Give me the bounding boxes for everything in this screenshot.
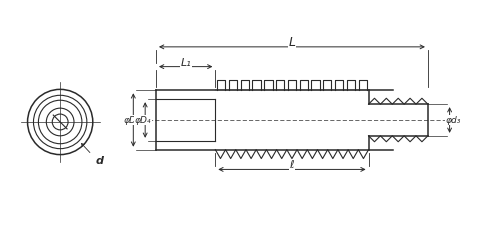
Text: ℓ: ℓ bbox=[290, 161, 294, 170]
Text: φD₂: φD₂ bbox=[123, 115, 140, 125]
Text: L: L bbox=[289, 36, 295, 49]
Text: L₁: L₁ bbox=[180, 58, 191, 68]
Text: φd₃: φd₃ bbox=[446, 115, 461, 125]
Text: d: d bbox=[96, 156, 104, 166]
Text: φD₄: φD₄ bbox=[135, 115, 151, 125]
